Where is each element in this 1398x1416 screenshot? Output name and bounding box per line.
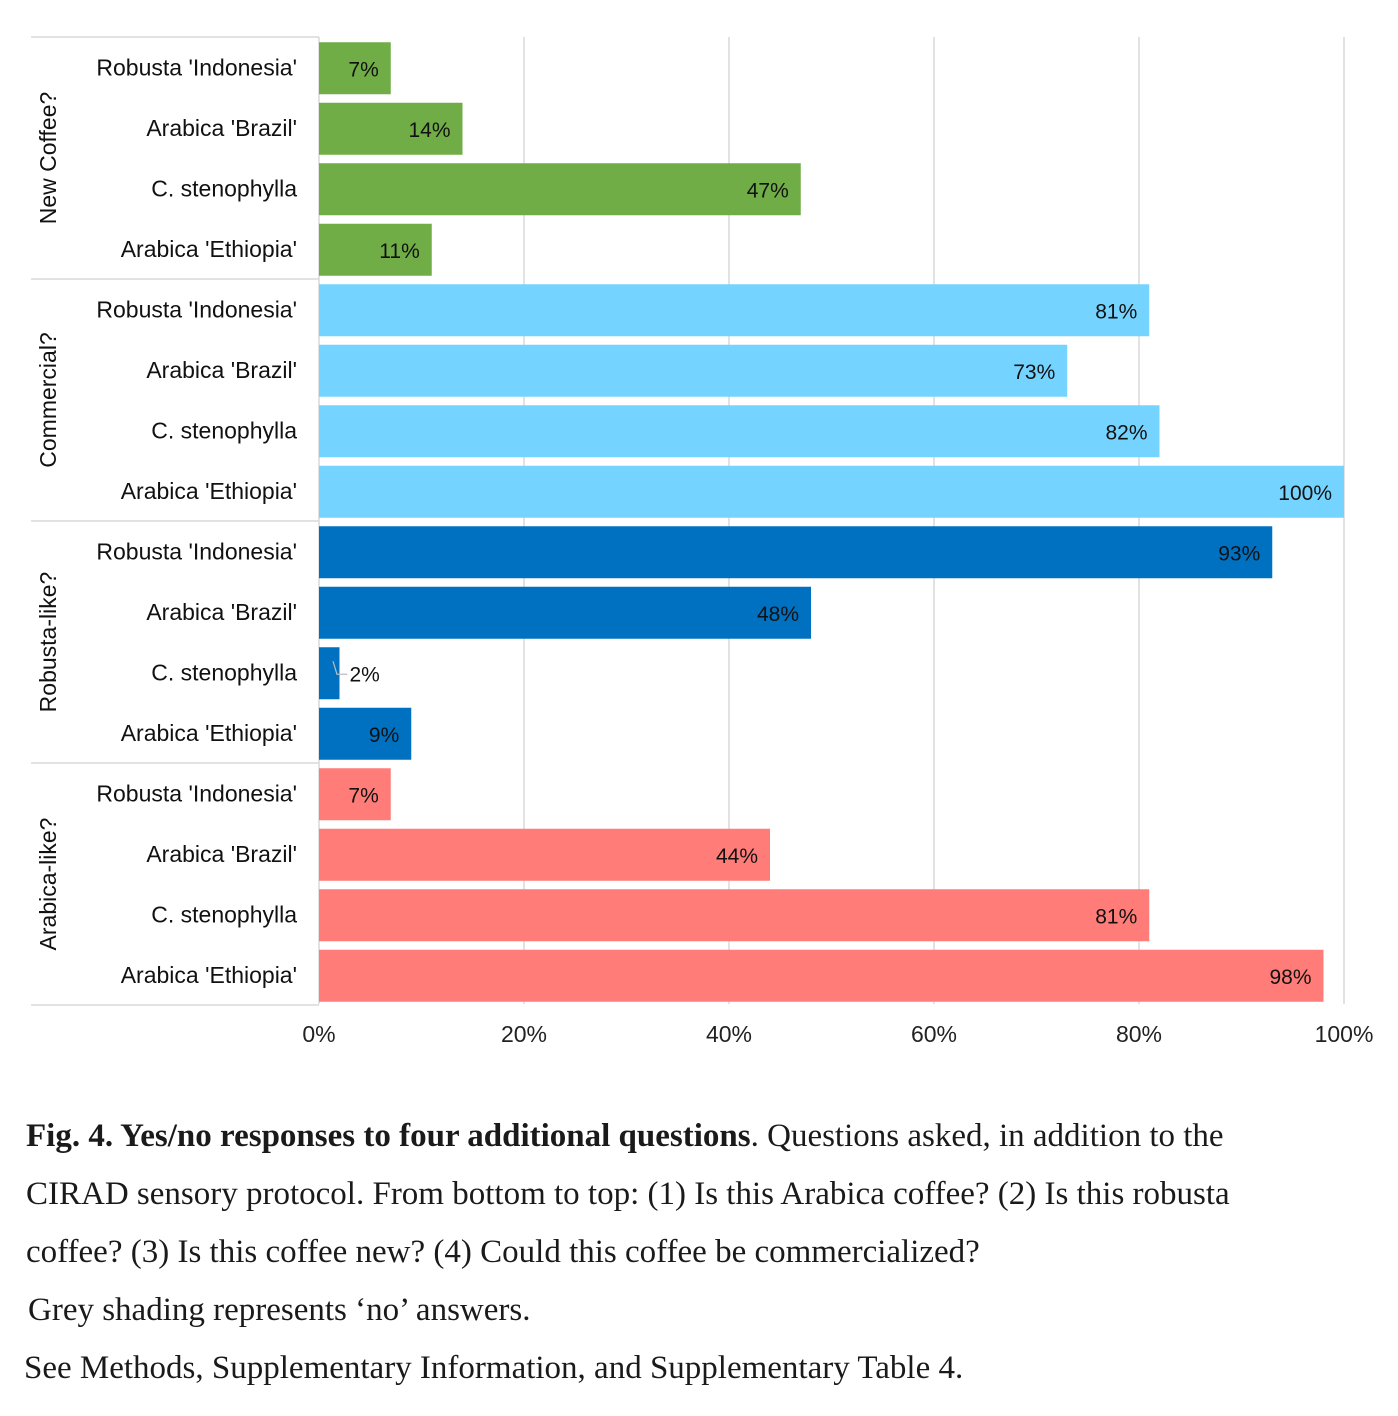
bar — [319, 344, 1068, 397]
bar — [319, 889, 1150, 942]
data-label: 93% — [1218, 542, 1260, 565]
bar — [319, 768, 391, 821]
group-label: Commercial? — [35, 332, 61, 467]
category-labels: Robusta 'Indonesia' Arabica 'Brazil' C. st… — [96, 54, 297, 988]
category-label: Robusta 'Indonesia' — [96, 538, 297, 564]
figure-caption-line-4: Grey shading represents ‘no’ answers. — [28, 1292, 531, 1328]
data-label: 11% — [379, 240, 419, 263]
category-label: C. stenophylla — [151, 659, 297, 685]
data-label: 82% — [1105, 421, 1147, 444]
group-label: Arabica-like? — [35, 818, 61, 951]
category-label: Arabica 'Ethiopia' — [121, 478, 297, 504]
figure-caption-line-5: See Methods, Supplementary Information, … — [24, 1350, 964, 1386]
category-label: Arabica 'Ethiopia' — [121, 962, 297, 988]
category-label: Arabica 'Brazil' — [146, 599, 297, 625]
data-label: 73% — [1013, 361, 1055, 384]
bar — [319, 405, 1160, 458]
data-label: 100% — [1278, 482, 1332, 505]
bar — [319, 828, 770, 881]
data-label: 98% — [1269, 966, 1311, 989]
x-axis-ticks: 0% 20% 40% 60% 80% 100% — [302, 1021, 1373, 1047]
category-label: Arabica 'Ethiopia' — [121, 236, 297, 262]
figure-caption-line-2: CIRAD sensory protocol. From bottom to t… — [26, 1176, 1230, 1212]
bar — [319, 102, 463, 155]
category-label: C. stenophylla — [151, 417, 297, 443]
bar-chart: 7% 14% 47% 11% 81% 73% 82% 100% 93% 48% 2% 9% 7% 44% 8… — [31, 36, 1373, 1047]
category-label: Arabica 'Brazil' — [146, 357, 297, 383]
group-label: Robusta-like? — [35, 572, 61, 713]
category-label: C. stenophylla — [151, 175, 297, 201]
x-tick-label: 100% — [1315, 1021, 1374, 1047]
figure-caption-line-1: Fig. 4. Yes/no responses to four additio… — [26, 1118, 1224, 1155]
bar — [319, 647, 340, 700]
bar — [319, 707, 412, 760]
bars: 7% 14% 47% 11% 81% 73% 82% 100% 93% 48% 2% 9% 7% 44% 8… — [319, 42, 1344, 1002]
bar — [319, 949, 1324, 1002]
data-label: 9% — [369, 724, 399, 747]
data-label: 81% — [1095, 300, 1137, 323]
x-tick-label: 60% — [911, 1021, 957, 1047]
category-label: C. stenophylla — [151, 901, 297, 927]
data-label-leader — [332, 661, 348, 675]
category-label: Robusta 'Indonesia' — [96, 296, 297, 322]
category-label: Robusta 'Indonesia' — [96, 54, 297, 80]
x-tick-label: 80% — [1116, 1021, 1162, 1047]
bar — [319, 586, 811, 639]
data-label: 14% — [408, 119, 450, 142]
figure-caption-text: . Questions asked, in addition to the — [750, 1118, 1224, 1154]
group-labels: New Coffee? Commercial? Robusta-like? Arabi… — [35, 92, 61, 951]
data-label: 44% — [716, 845, 758, 868]
data-label: 2% — [350, 663, 380, 686]
bar — [319, 284, 1150, 337]
category-label: Arabica 'Brazil' — [146, 841, 297, 867]
category-label: Arabica 'Brazil' — [146, 115, 297, 141]
figure-caption-line-3: coffee? (3) Is this coffee new? (4) Coul… — [26, 1234, 980, 1270]
x-tick-label: 40% — [706, 1021, 752, 1047]
bar — [319, 223, 432, 276]
x-tick-label: 20% — [501, 1021, 547, 1047]
data-label: 81% — [1095, 905, 1137, 928]
bar — [319, 526, 1273, 579]
data-label: 48% — [757, 603, 799, 626]
category-label: Arabica 'Ethiopia' — [121, 720, 297, 746]
bar — [319, 465, 1344, 518]
bar — [319, 42, 391, 95]
x-tick-label: 0% — [302, 1021, 335, 1047]
data-label: 7% — [348, 58, 378, 81]
category-label: Robusta 'Indonesia' — [96, 780, 297, 806]
group-label: New Coffee? — [35, 92, 61, 225]
bar — [319, 163, 801, 216]
data-label: 47% — [747, 179, 789, 202]
data-label: 7% — [348, 784, 378, 807]
figure-caption-title: Fig. 4. Yes/no responses to four additio… — [26, 1118, 751, 1154]
